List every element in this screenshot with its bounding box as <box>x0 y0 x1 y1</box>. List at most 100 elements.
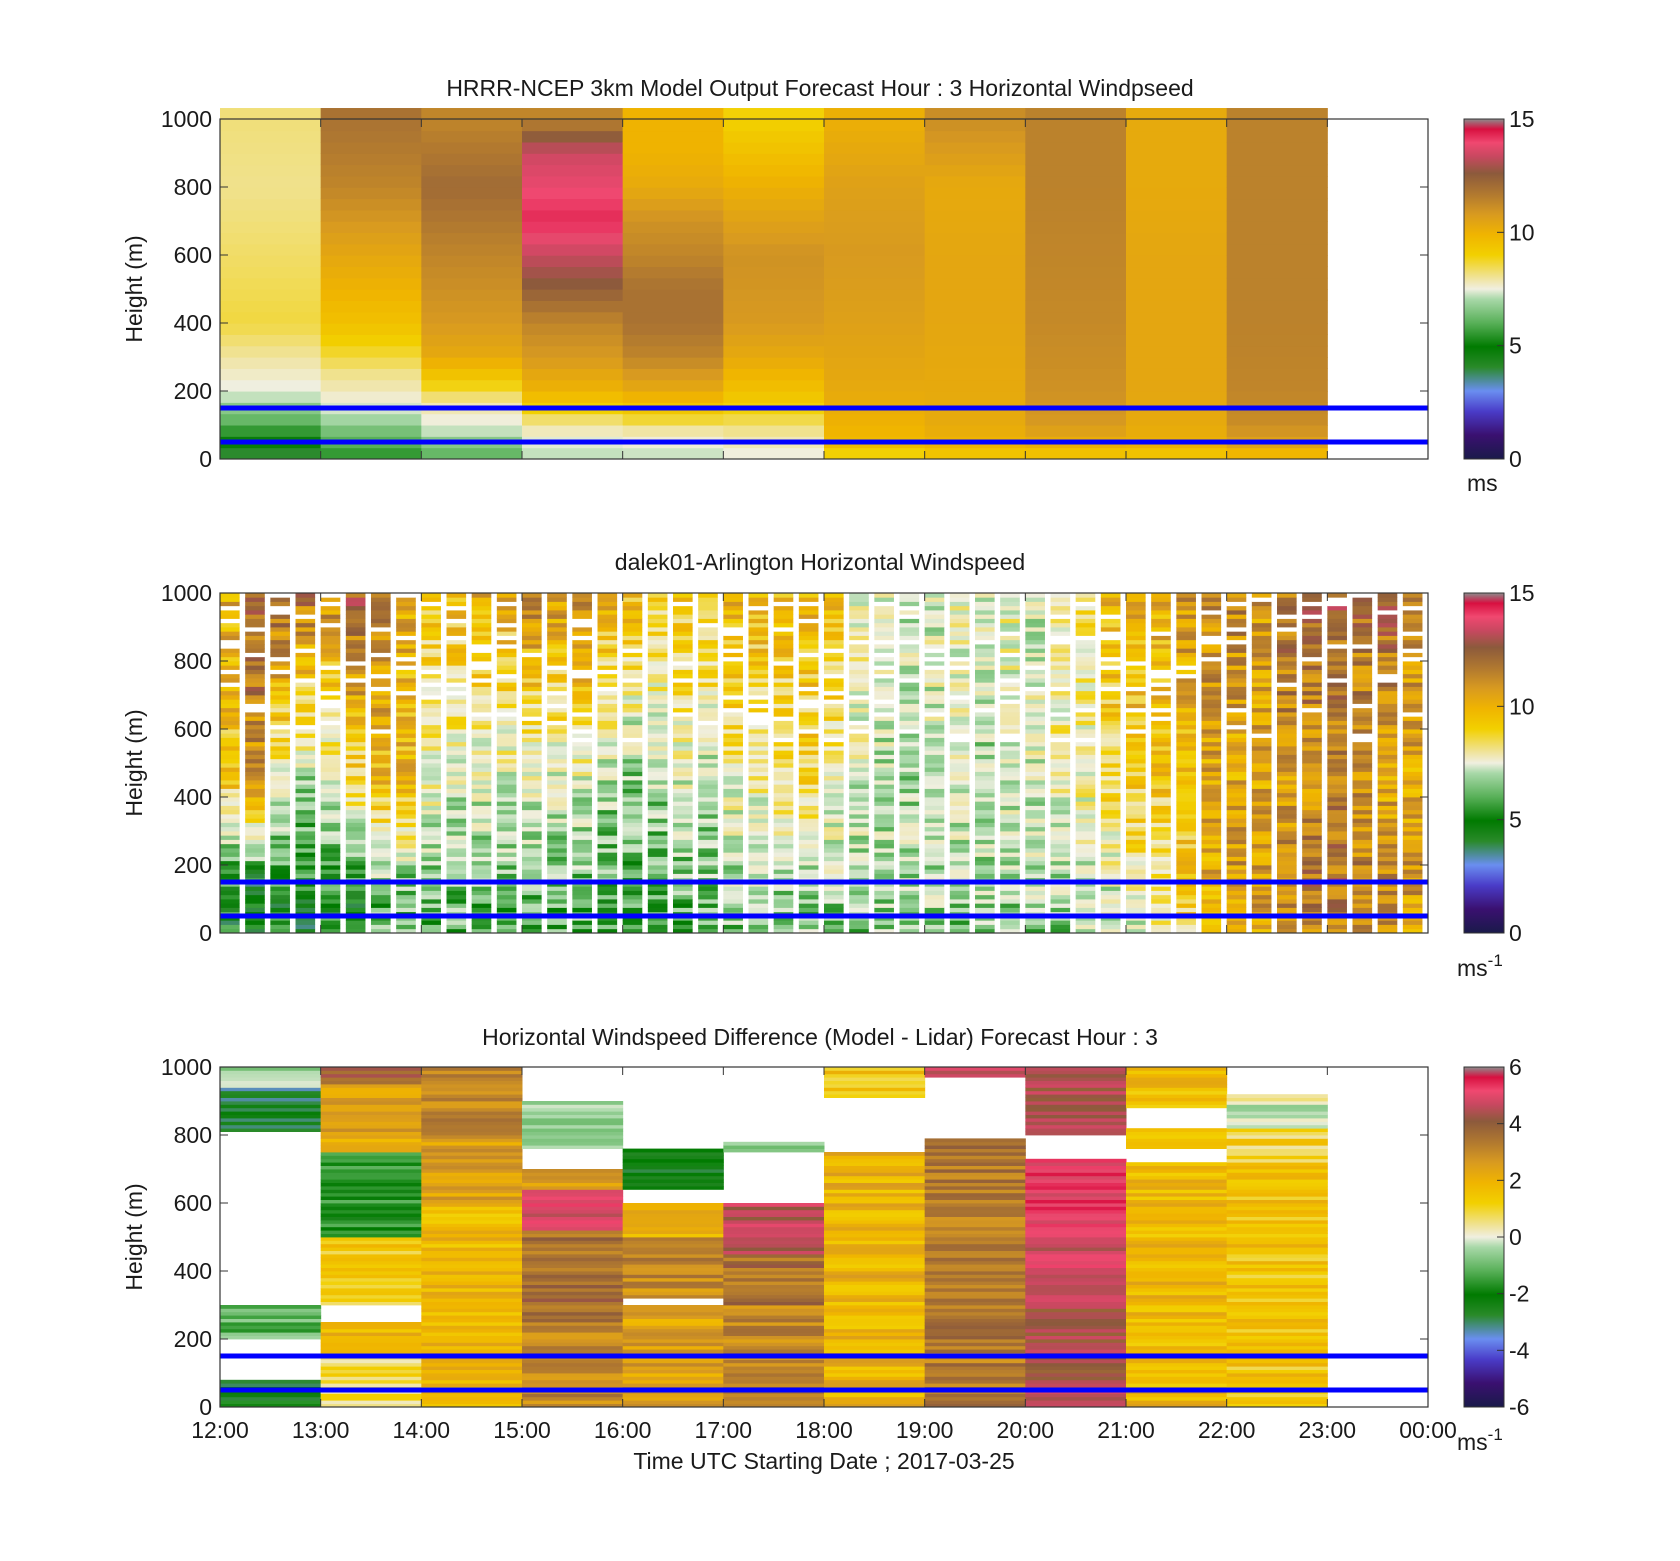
heatmap-cell <box>1176 707 1196 713</box>
heatmap-cell <box>647 771 668 777</box>
heatmap-cell <box>1302 920 1322 925</box>
heatmap-cell <box>874 712 894 717</box>
heatmap-cell <box>1176 886 1196 891</box>
heatmap-cell <box>723 1362 825 1367</box>
heatmap-cell <box>1126 775 1146 781</box>
heatmap-cell <box>824 1070 926 1075</box>
heatmap-cell <box>1025 1383 1127 1387</box>
heatmap-cell <box>1100 746 1121 751</box>
heatmap-cell <box>824 899 844 904</box>
heatmap-cell <box>471 784 492 789</box>
heatmap-cell <box>320 130 422 143</box>
heatmap-cell <box>1025 754 1045 760</box>
heatmap-cell <box>824 788 844 794</box>
heatmap-cell <box>723 379 825 392</box>
heatmap-cell <box>1075 873 1096 879</box>
heatmap-cell <box>421 809 441 815</box>
heatmap-cell <box>547 610 567 615</box>
heatmap-cell <box>295 605 316 611</box>
heatmap-cell <box>1402 843 1423 849</box>
heatmap-cell <box>547 631 567 636</box>
heatmap-cell <box>1327 737 1347 743</box>
heatmap-cell <box>1377 767 1398 772</box>
heatmap-cell <box>345 661 366 666</box>
heatmap-cell <box>1251 869 1272 874</box>
heatmap-cell <box>773 767 794 772</box>
heatmap-cell <box>622 1277 724 1282</box>
y-tick-label: 0 <box>199 446 212 472</box>
heatmap-cell <box>1201 852 1222 857</box>
heatmap-cell <box>446 627 467 632</box>
heatmap-cell <box>320 741 341 747</box>
heatmap-cell <box>849 733 869 738</box>
heatmap-cell <box>773 860 794 866</box>
heatmap-cell <box>824 822 844 828</box>
heatmap-cell <box>320 187 422 200</box>
heatmap-cell <box>320 1339 422 1343</box>
heatmap-cell <box>522 720 542 726</box>
heatmap-cell <box>496 733 517 738</box>
heatmap-cell <box>371 831 391 836</box>
heatmap-cell <box>1000 754 1020 760</box>
heatmap-cell <box>924 1209 1026 1214</box>
heatmap-cell <box>1176 669 1196 675</box>
heatmap-cell <box>1000 669 1020 675</box>
heatmap-cell <box>270 746 290 751</box>
heatmap-cell <box>723 627 743 632</box>
heatmap-cell <box>773 886 794 891</box>
heatmap-cell <box>1226 266 1328 279</box>
heatmap-cell <box>1402 661 1423 666</box>
heatmap-cell <box>1327 741 1347 747</box>
heatmap-cell <box>1025 899 1045 904</box>
heatmap-cell <box>1377 652 1398 658</box>
heatmap-cell <box>270 873 290 879</box>
heatmap-cell <box>1151 622 1171 628</box>
heatmap-cell <box>421 1294 523 1299</box>
heatmap-cell <box>320 920 341 925</box>
heatmap-cell <box>371 627 391 632</box>
heatmap-cell <box>924 1067 1026 1071</box>
heatmap-cell <box>723 593 743 598</box>
heatmap-cell <box>1327 656 1347 662</box>
heatmap-cell <box>270 733 290 738</box>
heatmap-cell <box>1352 678 1373 683</box>
heatmap-cell <box>723 255 825 268</box>
heatmap-cell <box>1126 746 1146 751</box>
heatmap-cell <box>446 792 467 798</box>
heatmap-cell <box>1100 673 1121 679</box>
heatmap-cell <box>949 784 970 789</box>
heatmap-cell <box>1201 928 1222 934</box>
heatmap-cell <box>1352 712 1373 717</box>
heatmap-cell <box>421 1155 523 1160</box>
heatmap-cell <box>220 1322 322 1326</box>
heatmap-cell <box>1277 737 1297 743</box>
heatmap-cell <box>371 605 391 611</box>
heatmap-cell <box>396 656 416 662</box>
heatmap-cell <box>245 758 265 764</box>
heatmap-cell <box>1226 686 1247 692</box>
heatmap-cell <box>924 610 945 615</box>
heatmap-cell <box>975 716 995 721</box>
heatmap-cell <box>673 746 693 751</box>
heatmap-cell <box>597 661 618 666</box>
heatmap-cell <box>320 1230 422 1234</box>
heatmap-cell <box>1075 673 1096 679</box>
heatmap-cell <box>320 1349 422 1353</box>
heatmap-cell <box>1151 809 1171 815</box>
heatmap-cell <box>547 665 567 670</box>
heatmap-cell <box>622 1220 724 1224</box>
heatmap-cell <box>1226 707 1247 713</box>
heatmap-cell <box>1402 886 1423 891</box>
heatmap-cell <box>220 928 240 934</box>
heatmap-cell <box>673 686 693 692</box>
heatmap-cell <box>270 805 290 811</box>
heatmap-cell <box>698 903 718 908</box>
heatmap-cell <box>396 724 416 730</box>
heatmap-cell <box>1025 652 1045 658</box>
heatmap-cell <box>1201 622 1222 628</box>
heatmap-cell <box>522 1247 624 1251</box>
heatmap-cell <box>522 656 542 662</box>
heatmap-cell <box>371 873 391 879</box>
heatmap-cell <box>421 775 441 781</box>
heatmap-cell <box>1151 792 1171 798</box>
